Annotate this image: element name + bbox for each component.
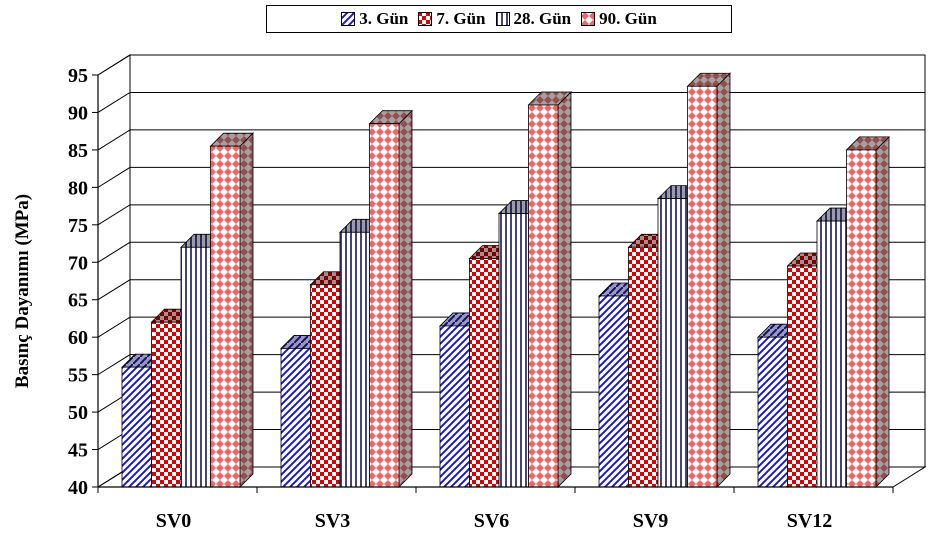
x-tick-label-SV12: SV12 <box>787 510 833 532</box>
x-tick-label-SV6: SV6 <box>474 510 510 532</box>
bar-SV9-3 <box>688 73 731 487</box>
y-tick-label-60: 60 <box>68 327 88 349</box>
bar-SV3-3 <box>370 111 413 487</box>
y-tick-label-80: 80 <box>68 177 88 199</box>
y-tick-label-45: 45 <box>68 440 88 462</box>
y-tick-label-40: 40 <box>68 477 88 499</box>
y-axis-label: Basınç Dayanımı (MPa) <box>12 194 33 388</box>
y-tick-label-55: 55 <box>68 365 88 387</box>
y-tick-label-50: 50 <box>68 402 88 424</box>
x-tick-label-SV9: SV9 <box>633 510 669 532</box>
y-tick-label-75: 75 <box>68 215 88 237</box>
y-tick-label-70: 70 <box>68 252 88 274</box>
x-tick-label-SV0: SV0 <box>156 510 192 532</box>
y-tick-label-90: 90 <box>68 102 88 124</box>
bar-SV12-3 <box>847 137 890 487</box>
bar-SV0-3 <box>211 133 254 487</box>
y-tick-label-85: 85 <box>68 140 88 162</box>
bar-SV6-3 <box>529 92 572 487</box>
y-tick-label-65: 65 <box>68 290 88 312</box>
y-tick-label-95: 95 <box>68 65 88 87</box>
x-tick-label-SV3: SV3 <box>315 510 351 532</box>
